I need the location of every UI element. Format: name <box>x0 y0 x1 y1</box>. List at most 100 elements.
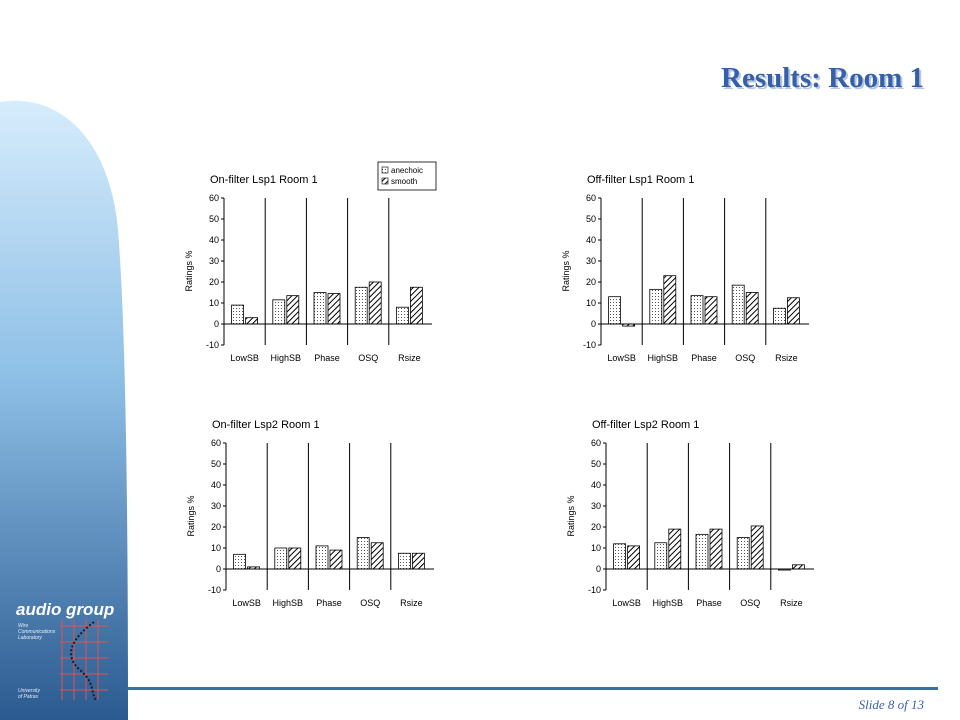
x-tick-label: Rsize <box>400 598 423 608</box>
bar-smooth-phase <box>704 296 718 325</box>
x-tick-label: LowSB <box>612 598 641 608</box>
x-tick-label: Rsize <box>780 598 803 608</box>
bar-smooth-rsize <box>411 552 425 570</box>
bar-smooth-phase <box>329 549 343 570</box>
bar-smooth-phase <box>709 528 723 570</box>
y-tick-label: 60 <box>591 438 601 448</box>
legend-swatch-smooth <box>381 177 389 185</box>
bar-anechoic-phase <box>690 295 704 325</box>
footer-line <box>128 687 938 690</box>
y-tick-label: 0 <box>596 564 601 574</box>
x-tick-label: Phase <box>316 598 342 608</box>
chart-on-filter-lsp2: On-filter Lsp2 Room 1 Ratings % -10 0 10 20 30… <box>186 419 434 608</box>
x-tick-label: OSQ <box>735 353 755 363</box>
x-tick-label: Phase <box>696 598 722 608</box>
y-tick-label: 30 <box>591 501 601 511</box>
legend: anechoic smooth <box>377 161 437 191</box>
y-tick-label: 40 <box>591 480 601 490</box>
y-tick-label: 30 <box>586 256 596 266</box>
bar-anechoic-rsize <box>772 307 786 325</box>
bar-anechoic-phase <box>313 292 327 325</box>
bar-smooth-osq <box>370 542 384 570</box>
x-tick-label: LowSB <box>230 353 259 363</box>
chart-title: Off-filter Lsp2 Room 1 <box>592 419 699 431</box>
bar-smooth-rsize <box>786 297 800 325</box>
x-tick-label: OSQ <box>740 598 760 608</box>
x-tick-label: LowSB <box>607 353 636 363</box>
y-tick-label: 20 <box>586 277 596 287</box>
bar-anechoic-osq <box>356 537 370 570</box>
bar-anechoic-highsb <box>274 547 288 570</box>
bar-smooth-rsize <box>409 286 423 325</box>
y-tick-label: 30 <box>211 501 221 511</box>
bar-anechoic-lowsb <box>233 553 246 570</box>
logo-university-text: University of Patras <box>18 688 40 700</box>
y-tick-label: 60 <box>211 438 221 448</box>
y-tick-label: 30 <box>209 256 219 266</box>
bar-smooth-lowsb <box>627 545 640 570</box>
chart-on-filter-lsp1: On-filter Lsp1 Room 1 Ratings % -10 0 10 20 30… <box>184 161 437 363</box>
y-tick-label: 60 <box>209 193 219 203</box>
logo-grid-icon <box>60 620 108 700</box>
y-tick-label: 10 <box>209 298 219 308</box>
slide-title: Results: Room 1 <box>721 62 924 94</box>
y-tick-label: 50 <box>209 214 219 224</box>
bar-anechoic-highsb <box>654 542 668 570</box>
x-tick-label: Phase <box>691 353 717 363</box>
bar-smooth-highsb <box>668 528 682 570</box>
y-axis-label: Ratings % <box>561 250 571 291</box>
x-tick-label: HighSB <box>653 598 684 608</box>
chart-title: Off-filter Lsp1 Room 1 <box>587 174 694 186</box>
y-tick-label: 60 <box>586 193 596 203</box>
logo-title: audio group <box>16 600 115 619</box>
bar-anechoic-highsb <box>649 288 663 325</box>
y-axis-label: Ratings % <box>184 250 194 291</box>
bar-smooth-osq <box>750 525 764 570</box>
y-tick-label: 10 <box>591 543 601 553</box>
bar-anechoic-lowsb <box>608 296 621 325</box>
x-tick-label: OSQ <box>360 598 380 608</box>
y-tick-label: 0 <box>591 319 596 329</box>
x-tick-label: Rsize <box>775 353 798 363</box>
bar-anechoic-rsize <box>395 306 409 325</box>
bar-anechoic-lowsb <box>613 543 626 570</box>
y-tick-label: 40 <box>209 235 219 245</box>
bar-smooth-phase <box>327 293 341 325</box>
bar-smooth-osq <box>368 281 382 325</box>
bar-anechoic-phase <box>315 545 329 570</box>
x-tick-label: OSQ <box>358 353 378 363</box>
y-tick-label: 50 <box>586 214 596 224</box>
y-tick-label: 0 <box>216 564 221 574</box>
bar-smooth-highsb <box>663 275 677 325</box>
y-tick-label: 10 <box>586 298 596 308</box>
chart-title: On-filter Lsp2 Room 1 <box>212 419 320 431</box>
chart-off-filter-lsp2: Off-filter Lsp2 Room 1 Ratings % -10 0 10 20 3… <box>566 419 814 608</box>
y-tick-label: -10 <box>588 585 601 595</box>
y-tick-label: 20 <box>209 277 219 287</box>
bar-smooth-highsb <box>286 295 300 325</box>
legend-swatch-anechoic <box>381 166 389 174</box>
y-tick-label: 40 <box>211 480 221 490</box>
y-tick-label: -10 <box>208 585 221 595</box>
y-tick-label: -10 <box>583 340 596 350</box>
bar-smooth-lowsb <box>245 317 258 325</box>
y-tick-label: 40 <box>586 235 596 245</box>
bar-anechoic-lowsb <box>231 304 244 325</box>
y-axis-label: Ratings % <box>186 495 196 536</box>
y-tick-label: -10 <box>206 340 219 350</box>
decorative-side-band <box>0 100 128 720</box>
y-tick-label: 50 <box>591 459 601 469</box>
x-tick-label: LowSB <box>232 598 261 608</box>
y-tick-label: 50 <box>211 459 221 469</box>
bar-anechoic-highsb <box>272 299 286 325</box>
bar-anechoic-osq <box>731 284 745 325</box>
slide-number: Slide 8 of 13 <box>858 697 924 712</box>
y-tick-label: 0 <box>214 319 219 329</box>
x-tick-label: Phase <box>314 353 340 363</box>
bar-anechoic-osq <box>354 286 368 325</box>
x-tick-label: HighSB <box>271 353 302 363</box>
x-tick-label: Rsize <box>398 353 421 363</box>
y-tick-label: 20 <box>211 522 221 532</box>
bar-anechoic-osq <box>736 537 750 570</box>
x-tick-label: HighSB <box>648 353 679 363</box>
